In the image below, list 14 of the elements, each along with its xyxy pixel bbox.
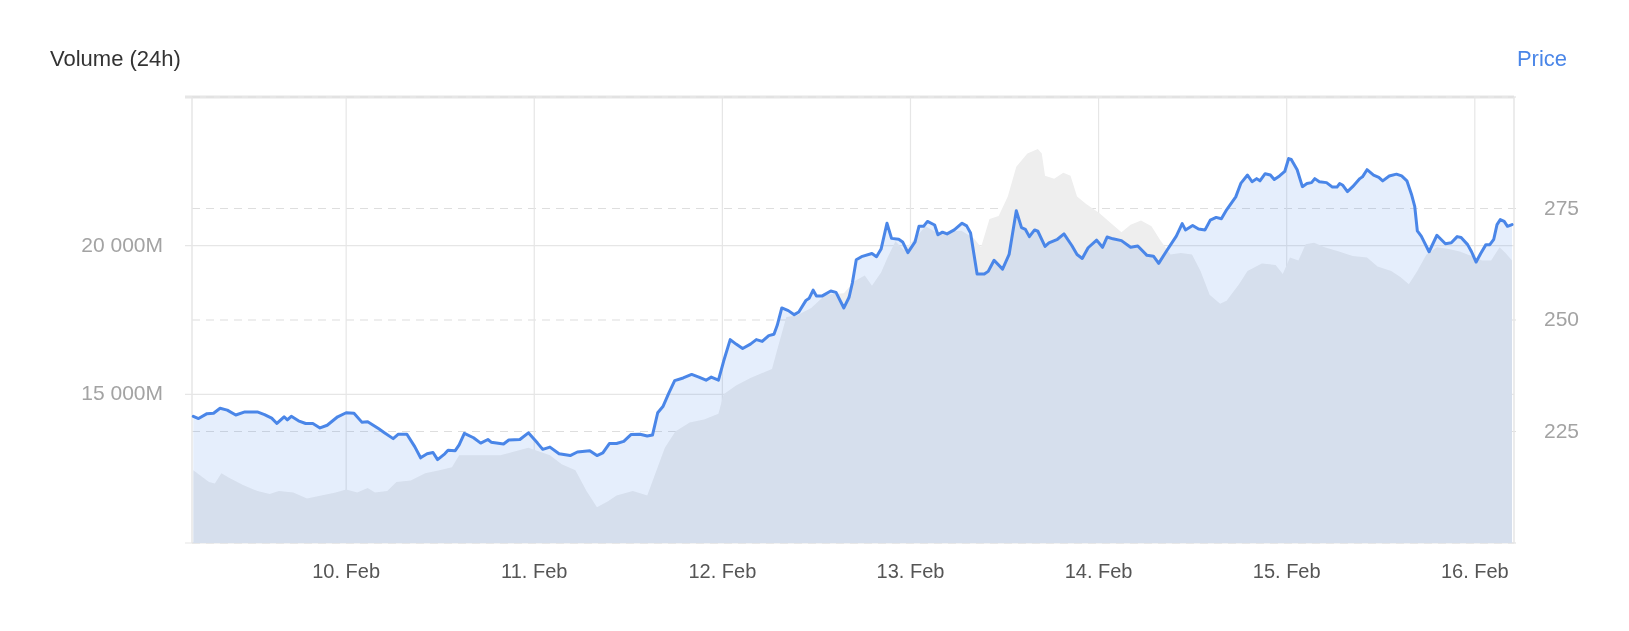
x-tick-label: 11. Feb bbox=[501, 560, 568, 583]
x-tick-label: 12. Feb bbox=[688, 560, 757, 583]
x-tick-label: 14. Feb bbox=[1064, 560, 1133, 583]
x-tick-label: 10. Feb bbox=[312, 560, 381, 583]
y2-axis-title: Price bbox=[1516, 45, 1567, 71]
y-axis-title: Volume (24h) bbox=[50, 45, 181, 71]
y2-tick-label: 250 bbox=[1544, 306, 1580, 330]
x-tick-label: 15. Feb bbox=[1252, 560, 1321, 583]
y2-tick-label: 225 bbox=[1544, 418, 1580, 442]
x-tick-label: 13. Feb bbox=[876, 560, 945, 583]
y2-tick-label: 275 bbox=[1544, 195, 1580, 219]
y-tick-label: 20 000M bbox=[81, 232, 163, 256]
x-tick-label: 16. Feb bbox=[1440, 560, 1509, 583]
y-tick-label: 15 000M bbox=[81, 380, 163, 404]
